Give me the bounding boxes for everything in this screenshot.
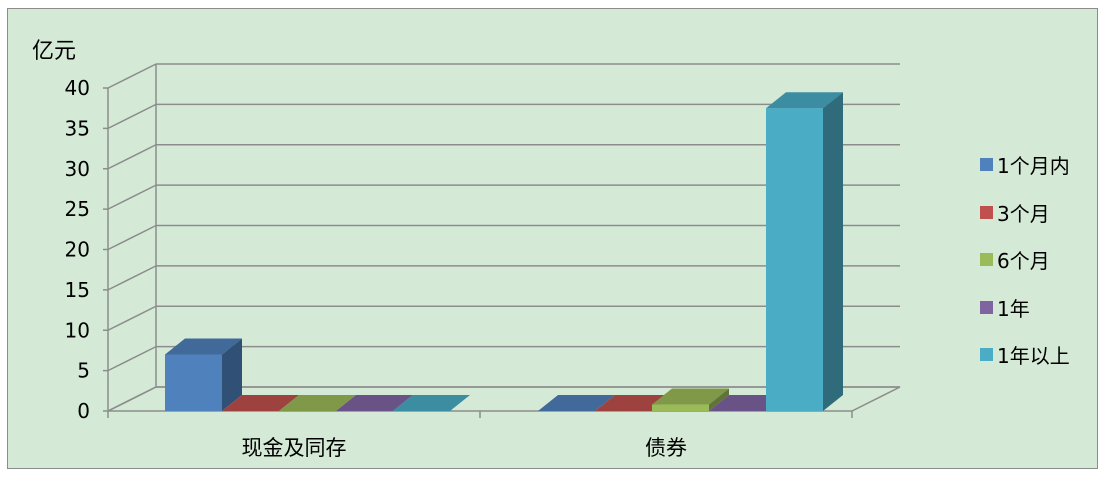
bar-top <box>165 338 242 355</box>
legend-label: 1个月内 <box>997 154 1070 179</box>
gridline-depth <box>107 144 157 170</box>
bar-top <box>222 395 299 411</box>
y-tick-label: 5 <box>77 359 90 383</box>
chart-area: 0 5 10 15 20 25 30 35 40 现金及同存 债券 亿元 1个月内 3个月 6个月 1年 1… <box>7 8 1098 469</box>
legend-item: 6个月 <box>980 236 1100 284</box>
y-tick-label: 40 <box>65 76 90 100</box>
legend-label: 1年以上 <box>997 344 1070 369</box>
x-category-label: 现金及同存 <box>242 436 347 460</box>
bar-chart: 0 5 10 15 20 25 30 35 40 现金及同存 债券 <box>65 63 901 460</box>
gridline-depth <box>107 184 157 210</box>
bar-side <box>823 92 843 411</box>
gridline-depth <box>107 63 157 89</box>
bar-side <box>222 338 242 411</box>
legend-swatch <box>980 158 993 172</box>
gridline-depth <box>107 103 157 130</box>
gridline-depth <box>107 265 157 291</box>
gridline-depth <box>107 305 157 331</box>
bar <box>766 108 823 411</box>
y-tick-label: 20 <box>65 238 90 262</box>
bar <box>652 404 709 411</box>
bar-top <box>652 388 729 405</box>
y-tick-label: 15 <box>65 278 90 302</box>
y-tick-label: 25 <box>65 197 90 221</box>
legend-item: 1个月内 <box>980 141 1100 189</box>
legend-label: 1年 <box>997 296 1030 321</box>
y-tick-label: 10 <box>65 318 90 342</box>
legend-swatch <box>980 300 993 314</box>
legend-swatch <box>980 253 993 267</box>
legend-swatch <box>980 348 993 362</box>
y-tick-label: 0 <box>77 399 90 423</box>
chart-legend: 1个月内 3个月 6个月 1年 1年以上 <box>980 141 1100 379</box>
bar <box>165 354 222 411</box>
y-tick-label: 30 <box>65 157 90 181</box>
y-tick-label: 35 <box>65 116 90 140</box>
bar-top <box>336 395 413 411</box>
legend-swatch <box>980 205 993 219</box>
legend-item: 1年以上 <box>980 331 1100 379</box>
bar-top <box>766 92 843 109</box>
bar-top <box>393 395 470 411</box>
gridline-depth <box>107 386 157 412</box>
legend-label: 3个月 <box>997 201 1050 226</box>
y-axis-unit-label: 亿元 <box>30 35 79 69</box>
legend-item: 3个月 <box>980 189 1100 237</box>
bar-top <box>538 395 615 411</box>
gridline-depth <box>107 224 157 251</box>
gridline-depth <box>107 345 157 372</box>
bar-side <box>709 388 729 411</box>
bar-top <box>279 395 356 411</box>
x-category-label: 债券 <box>645 436 687 460</box>
legend-item: 1年 <box>980 284 1100 332</box>
legend-label: 6个月 <box>997 249 1050 274</box>
